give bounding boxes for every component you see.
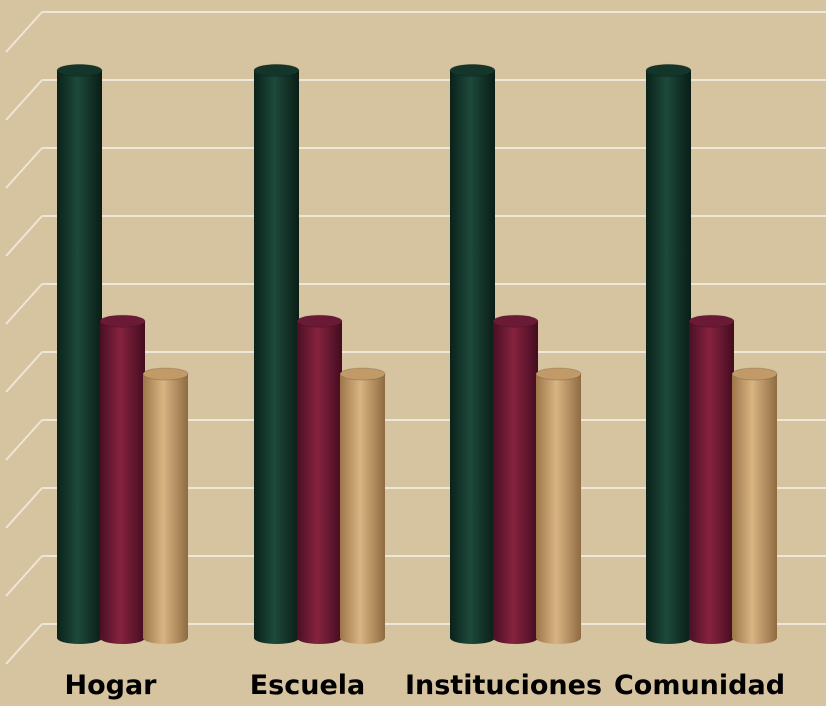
bar-body — [100, 321, 145, 644]
bar-comunidad-series-1 — [645, 63, 692, 644]
bar-body — [450, 70, 495, 644]
bar-body — [143, 374, 188, 644]
gridline-side — [5, 147, 43, 189]
bar-cap — [535, 367, 582, 381]
bar-comunidad-series-2 — [688, 314, 735, 644]
bar-comunidad-series-3 — [731, 367, 778, 644]
bar-instituciones-series-2 — [492, 314, 539, 644]
category-label-escuela: Escuela — [250, 670, 366, 701]
bar-cap — [253, 63, 300, 77]
bar-hogar-series-2 — [99, 314, 146, 644]
bar-body — [732, 374, 777, 644]
bar-body — [493, 321, 538, 644]
bar-escuela-series-2 — [296, 314, 343, 644]
bar-cap — [645, 63, 692, 77]
bar-hogar-series-3 — [142, 367, 189, 644]
bar-cap — [449, 63, 496, 77]
bar-cap — [99, 314, 146, 328]
bar-cap — [56, 63, 103, 77]
gridline-side — [5, 79, 43, 121]
bar-instituciones-series-3 — [535, 367, 582, 644]
bar-body — [340, 374, 385, 644]
bar-hogar-series-1 — [56, 63, 103, 644]
gridline-side — [5, 555, 43, 597]
bar-cap — [688, 314, 735, 328]
bar-cap — [339, 367, 386, 381]
bar-cap — [142, 367, 189, 381]
bar-body — [689, 321, 734, 644]
bar-cap — [296, 314, 343, 328]
bars — [56, 63, 778, 644]
bar-cap — [731, 367, 778, 381]
bar-body — [646, 70, 691, 644]
category-label-hogar: Hogar — [64, 670, 157, 701]
bar-body — [57, 70, 102, 644]
gridline-side — [5, 11, 43, 53]
gridline-side — [5, 283, 43, 325]
category-labels: Hogar Escuela Instituciones Comunidad — [64, 670, 785, 701]
bar-escuela-series-1 — [253, 63, 300, 644]
category-label-instituciones: Instituciones — [405, 670, 602, 701]
gridline-side — [5, 623, 43, 665]
category-label-comunidad: Comunidad — [614, 670, 785, 701]
bar-body — [536, 374, 581, 644]
bar-instituciones-series-1 — [449, 63, 496, 644]
gridline-side — [5, 351, 43, 393]
bar-body — [254, 70, 299, 644]
gridline-side — [5, 215, 43, 257]
bar-body — [297, 321, 342, 644]
gridline-side — [5, 419, 43, 461]
bar-escuela-series-3 — [339, 367, 386, 644]
gridline-side — [5, 487, 43, 529]
bar-cap — [492, 314, 539, 328]
